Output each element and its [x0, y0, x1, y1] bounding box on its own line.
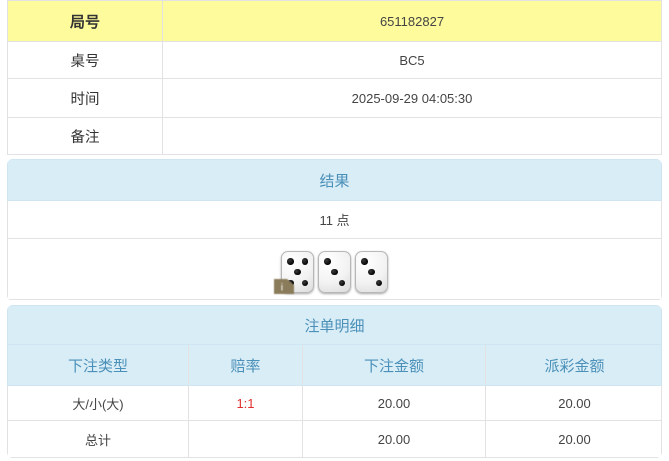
- svg-text:i: i: [281, 282, 283, 294]
